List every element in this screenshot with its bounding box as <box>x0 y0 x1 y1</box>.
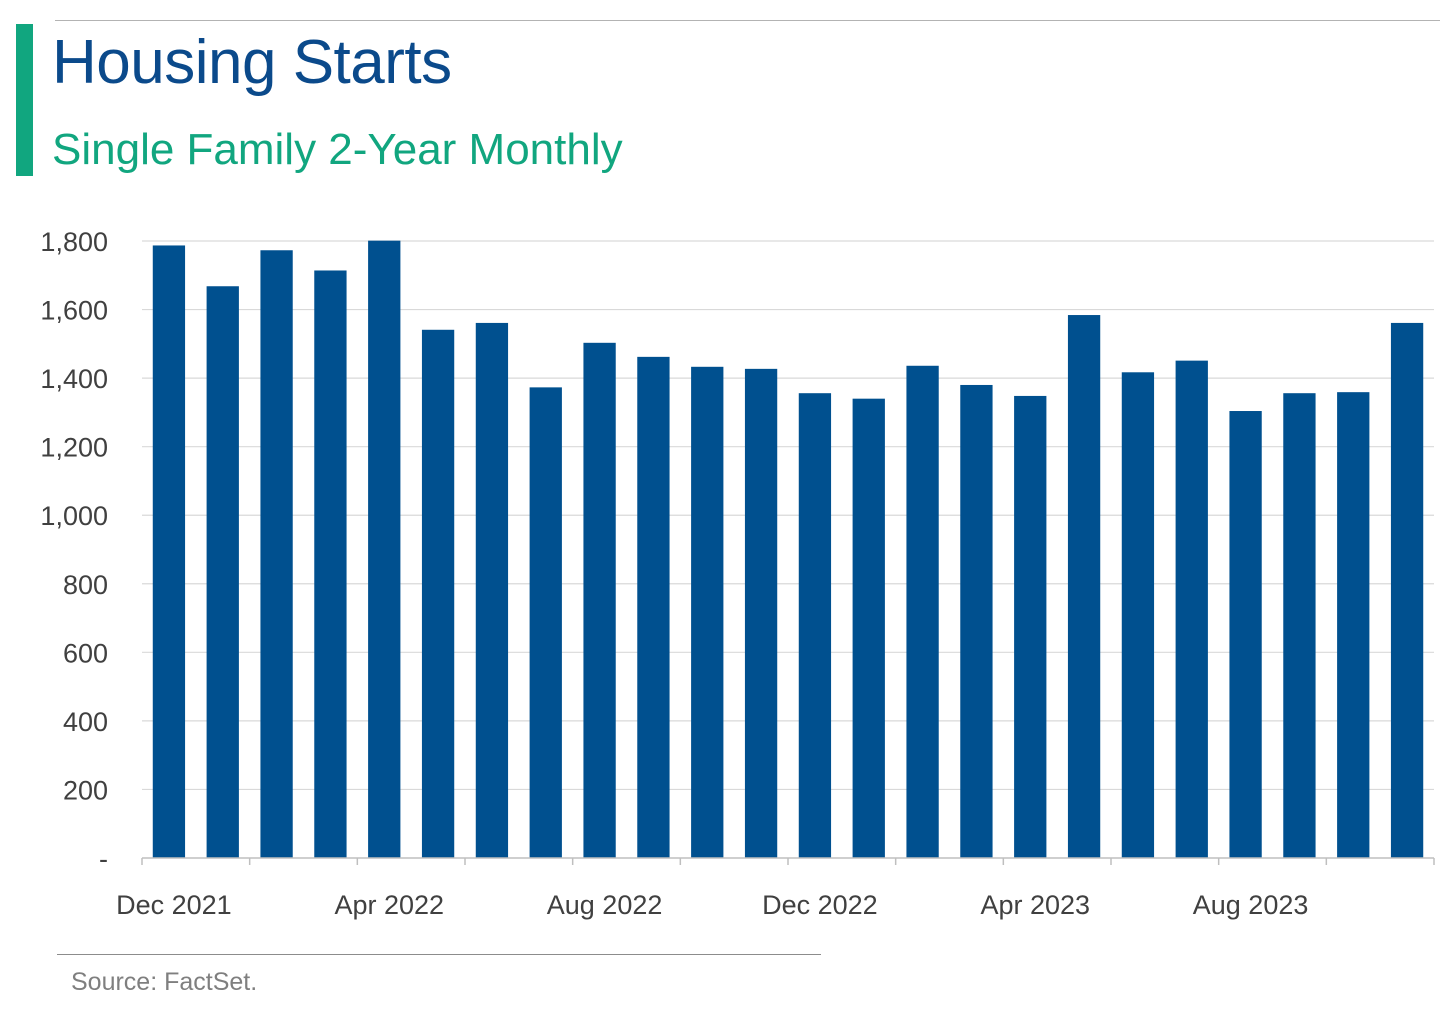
bar <box>1390 322 1424 858</box>
bar <box>152 245 186 858</box>
bar <box>906 365 939 858</box>
bar <box>421 329 455 859</box>
bar <box>260 250 293 858</box>
y-axis-labels: - 200 400 600 800 1,000 1,200 1,400 1,600 1,800 <box>40 227 108 874</box>
bar <box>1337 392 1370 858</box>
bar <box>1175 360 1208 858</box>
title-accent-bar <box>16 24 33 176</box>
bar <box>475 322 509 858</box>
y-tick-label: 1,000 <box>40 501 108 531</box>
y-tick-label: 1,400 <box>40 364 108 394</box>
y-tick-label: 400 <box>63 707 108 737</box>
bar <box>1067 315 1101 858</box>
x-tick-label: Dec 2022 <box>762 890 878 920</box>
y-tick-label: - <box>99 844 108 874</box>
source-note: Source: FactSet. <box>71 968 258 996</box>
x-tick-label: Aug 2022 <box>547 890 663 920</box>
x-axis-labels: Dec 2021 Apr 2022 Aug 2022 Dec 2022 Apr 2023… <box>116 890 1308 920</box>
chart-title: Housing Starts <box>52 28 452 97</box>
x-axis <box>141 857 1435 865</box>
x-tick-label: Apr 2023 <box>980 890 1090 920</box>
bars <box>152 240 1424 859</box>
x-tick-label: Apr 2022 <box>334 890 444 920</box>
top-rule <box>55 20 1440 21</box>
bar <box>1283 393 1316 858</box>
source-rule <box>57 954 821 955</box>
bar <box>744 368 778 858</box>
x-tick-label: Dec 2021 <box>116 890 232 920</box>
bar <box>314 270 347 858</box>
bar <box>798 393 832 858</box>
y-tick-label: 600 <box>63 638 108 668</box>
bar <box>852 398 885 858</box>
gridlines <box>142 240 1434 791</box>
y-tick-label: 1,600 <box>40 296 108 326</box>
x-tick-label: Aug 2023 <box>1193 890 1309 920</box>
bar <box>583 342 616 858</box>
bar <box>206 286 239 858</box>
y-tick-label: 1,200 <box>40 433 108 463</box>
chart-subtitle: Single Family 2-Year Monthly <box>52 125 623 174</box>
y-tick-label: 200 <box>63 775 108 805</box>
bar <box>1229 411 1262 858</box>
bar <box>529 387 562 858</box>
bar <box>691 366 724 858</box>
y-tick-label: 1,800 <box>40 227 108 257</box>
y-tick-label: 800 <box>63 570 108 600</box>
bar <box>637 356 670 858</box>
bar <box>368 240 401 858</box>
bar <box>1014 395 1047 858</box>
bar <box>960 384 993 858</box>
bar <box>1121 372 1155 858</box>
